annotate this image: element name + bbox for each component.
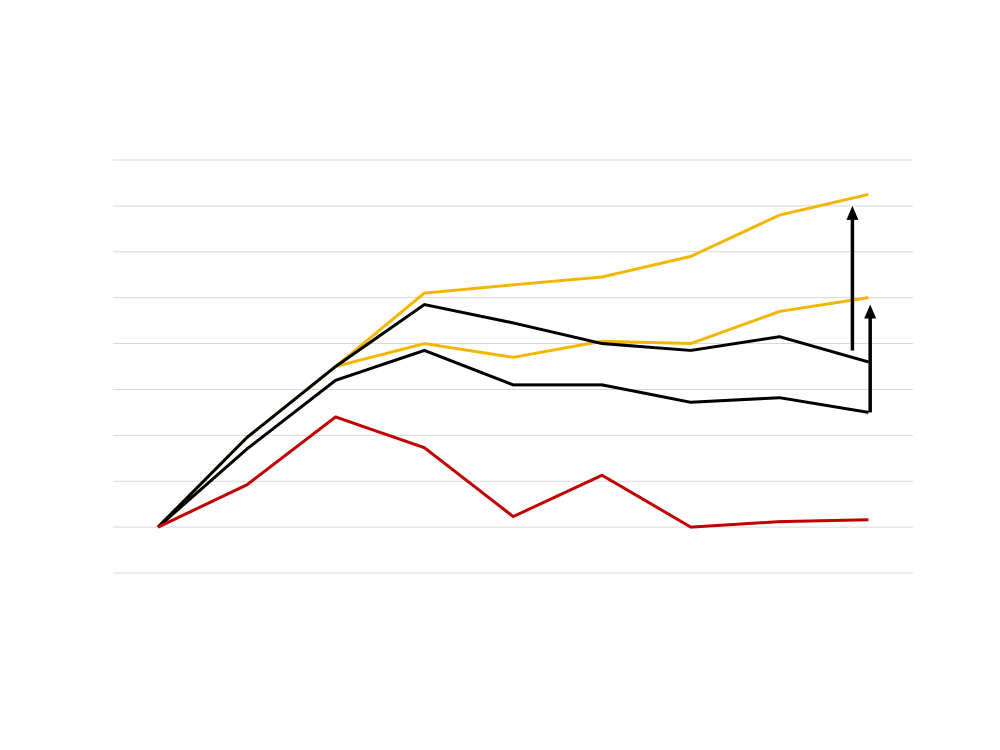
series-line-4 [157,348,869,529]
up-arrow-1 [846,205,859,351]
arrow-head [846,205,859,220]
gridlines [113,159,913,574]
series-line-3 [156,303,869,529]
series-line-2 [156,296,869,529]
series-line-5 [157,415,869,529]
up-arrow-2 [864,304,877,413]
series-lines [156,192,869,529]
series-line-1 [156,192,869,529]
arrow-annotations [846,205,877,413]
arrow-head [864,304,877,319]
